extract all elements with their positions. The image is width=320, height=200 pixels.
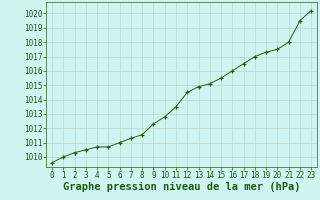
X-axis label: Graphe pression niveau de la mer (hPa): Graphe pression niveau de la mer (hPa) — [63, 182, 300, 192]
